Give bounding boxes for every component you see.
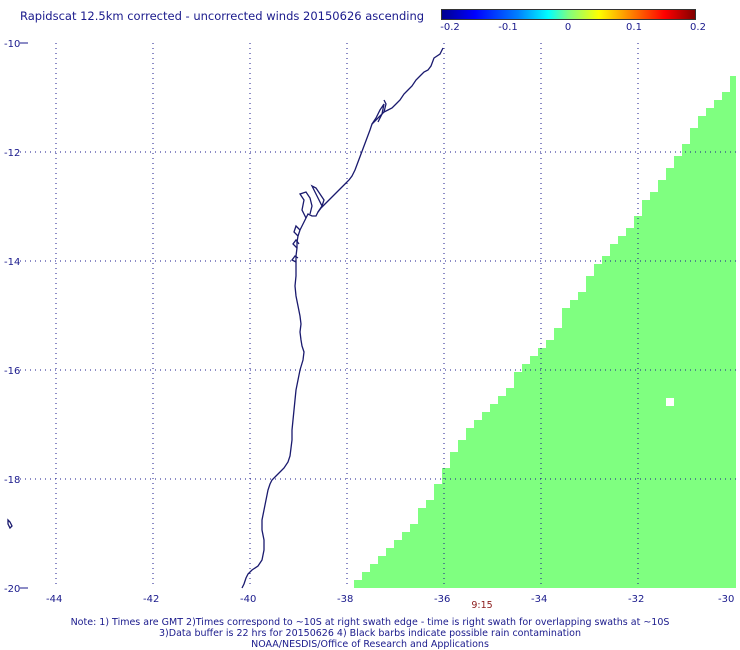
colorbar-label-pos01: 0.1 [626, 22, 642, 33]
footnote-line-2: 3)Data buffer is 22 hrs for 20150626 4) … [159, 628, 581, 639]
lon-tick-label: -44 [46, 594, 62, 605]
lon-tick-label: -36 [434, 594, 450, 605]
missing-data-cell [666, 398, 674, 406]
lon-tick-label: -30 [718, 594, 734, 605]
wind-swath [354, 76, 736, 588]
footnote-line-1: Note: 1) Times are GMT 2)Times correspon… [70, 617, 670, 628]
colorbar-label-neg01: -0.1 [498, 22, 518, 33]
lat-tick-label: -20 [4, 584, 20, 595]
lat-tick-label: -10 [4, 39, 20, 50]
grid-lines [20, 43, 736, 588]
lat-tick-label: -14 [4, 257, 20, 268]
lat-tick-label: -16 [4, 366, 20, 377]
coastline [7, 47, 444, 589]
lat-tick-label: -18 [4, 475, 20, 486]
colorbar-label-zero: 0 [564, 22, 572, 33]
lon-tick-label: -32 [628, 594, 644, 605]
lat-tick-label: -12 [4, 148, 20, 159]
swath-time-label: 9:15 [471, 600, 493, 611]
colorbar-label-pos02: 0.2 [690, 22, 706, 33]
lon-tick-label: -40 [240, 594, 256, 605]
lon-tick-label: -38 [337, 594, 353, 605]
map-title: Rapidscat 12.5km corrected - uncorrected… [20, 9, 425, 23]
lon-tick-label: -34 [531, 594, 547, 605]
footnote-credit: NOAA/NESDIS/Office of Research and Appli… [251, 639, 489, 650]
color-scale-bar [441, 9, 696, 20]
colorbar-label-neg02: -0.2 [440, 22, 460, 33]
lon-tick-label: -42 [143, 594, 159, 605]
